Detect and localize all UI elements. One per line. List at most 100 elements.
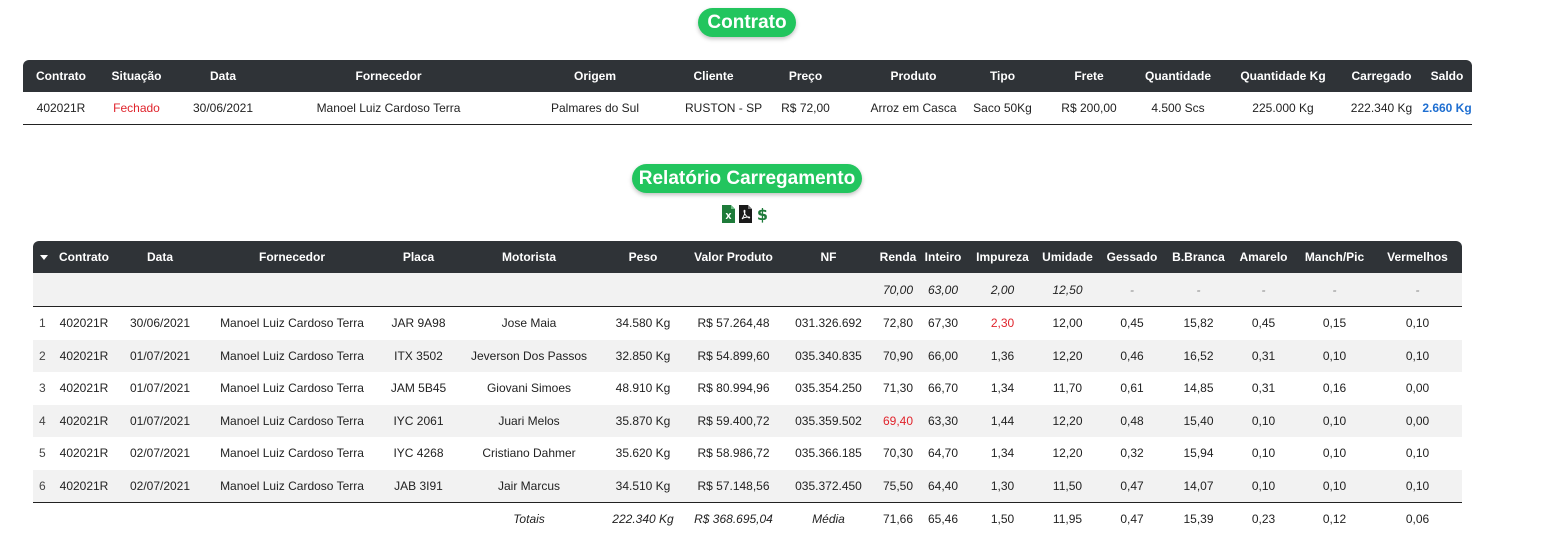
cell-saldo: 2.660 Kg xyxy=(1422,92,1472,125)
ref-vermelhos: - xyxy=(1373,273,1462,307)
cell-motorista: Juari Melos xyxy=(460,404,598,437)
table-row[interactable]: 4 402021R 01/07/2021 Manoel Luiz Cardoso Te… xyxy=(33,404,1462,437)
cell-gessado: 0,32 xyxy=(1120,446,1144,461)
cell-nf: 035.354.250 xyxy=(795,381,862,396)
cell-impureza: 2,30 xyxy=(990,316,1015,331)
col-amarelo[interactable]: Amarelo xyxy=(1231,241,1296,273)
row-index: 2 xyxy=(33,339,55,372)
cell-contrato: 402021R xyxy=(55,339,113,372)
status-badge: Fechado xyxy=(99,92,174,125)
col-tipo: Tipo xyxy=(958,60,1047,92)
cell-gessado: 0,61 xyxy=(1120,381,1144,396)
media-label: Média xyxy=(812,511,845,526)
cell-inteiro: 64,40 xyxy=(918,469,968,503)
cell-contrato: 402021R xyxy=(59,381,109,396)
col-produto: Produto xyxy=(869,60,958,92)
contract-title: Contrato xyxy=(698,8,796,37)
cell-preco: R$ 72,00 xyxy=(742,92,869,125)
cell-quantidade-kg: 225.000 Kg xyxy=(1225,92,1341,125)
col-inteiro[interactable]: Inteiro xyxy=(918,241,968,273)
contract-row: 402021R Fechado 30/06/2021 Manoel Luiz C… xyxy=(23,92,1472,125)
cell-tipo: Saco 50Kg xyxy=(958,92,1047,125)
cell-impureza: 1,34 xyxy=(990,381,1015,396)
cell-data: 01/07/2021 xyxy=(113,339,207,372)
col-umidade[interactable]: Umidade xyxy=(1037,241,1098,273)
reference-row: 70,00 63,00 2,00 12,50 - - - - - xyxy=(33,273,1462,307)
cell-contrato: 402021R xyxy=(55,404,113,437)
pdf-icon[interactable] xyxy=(739,205,752,223)
avg-amarelo: 0,23 xyxy=(1251,511,1276,526)
col-peso[interactable]: Peso xyxy=(598,241,688,273)
col-fornecedor[interactable]: Fornecedor xyxy=(207,241,377,273)
col-situacao: Situação xyxy=(99,60,174,92)
col-gessado[interactable]: Gessado xyxy=(1098,241,1166,273)
col-valor-produto[interactable]: Valor Produto xyxy=(688,241,779,273)
cell-nf: 035.366.185 xyxy=(795,446,862,461)
cell-renda: 70,30 xyxy=(882,446,914,461)
avg-gessado: 0,47 xyxy=(1120,511,1144,526)
cell-inteiro: 67,30 xyxy=(927,316,959,331)
col-contrato[interactable]: Contrato xyxy=(55,241,113,273)
cell-renda: 69,40 xyxy=(878,404,918,437)
cell-renda: 72,80 xyxy=(882,316,914,331)
cell-peso: 35.870 Kg xyxy=(598,404,688,437)
ref-manchpic: - xyxy=(1296,273,1373,307)
cell-manchpic: 0,10 xyxy=(1322,446,1347,461)
cell-valor: R$ 57.264,48 xyxy=(697,316,770,331)
cell-frete: R$ 200,00 xyxy=(1047,92,1131,125)
cell-amarelo: 0,31 xyxy=(1251,381,1276,396)
col-bbranca[interactable]: B.Branca xyxy=(1166,241,1231,273)
excel-icon[interactable]: X xyxy=(722,205,735,223)
totals-label: Totais xyxy=(513,511,545,526)
cell-motorista: Jeverson Dos Passos xyxy=(460,339,598,372)
cell-gessado: 0,45 xyxy=(1120,316,1144,331)
cell-nf: 035.359.502 xyxy=(779,404,878,437)
col-impureza[interactable]: Impureza xyxy=(968,241,1037,273)
cell-motorista: Cristiano Dahmer xyxy=(482,446,576,461)
dollar-icon[interactable]: $ xyxy=(756,205,769,224)
col-renda[interactable]: Renda xyxy=(878,241,918,273)
sort-toggle[interactable] xyxy=(33,241,55,273)
cell-peso: 32.850 Kg xyxy=(598,339,688,372)
cell-impureza: 1,34 xyxy=(990,446,1015,461)
cell-renda: 75,50 xyxy=(878,469,918,503)
avg-impureza: 1,50 xyxy=(990,511,1015,526)
col-data[interactable]: Data xyxy=(113,241,207,273)
col-manchpic[interactable]: Manch/Pic xyxy=(1296,241,1373,273)
cell-fornecedor: Manoel Luiz Cardoso Terra xyxy=(207,469,377,503)
col-nf[interactable]: NF xyxy=(779,241,878,273)
total-peso: 222.340 Kg xyxy=(612,511,674,526)
cell-inteiro: 63,30 xyxy=(918,404,968,437)
ref-inteiro: 63,00 xyxy=(918,273,968,307)
table-row[interactable]: 2 402021R 01/07/2021 Manoel Luiz Cardoso Te… xyxy=(33,339,1462,372)
cell-bbranca: 14,07 xyxy=(1166,469,1231,503)
cell-data: 01/07/2021 xyxy=(129,381,191,396)
cell-renda: 71,30 xyxy=(882,381,914,396)
avg-vermelhos: 0,06 xyxy=(1405,511,1430,526)
cell-nf: 035.372.450 xyxy=(779,469,878,503)
table-row[interactable]: 1 402021R 30/06/2021 Manoel Luiz Cardoso Te… xyxy=(33,307,1462,340)
cell-fornecedor: Manoel Luiz Cardoso Terra xyxy=(207,404,377,437)
cell-manchpic: 0,10 xyxy=(1296,404,1373,437)
table-row[interactable]: 6 402021R 02/07/2021 Manoel Luiz Cardoso Te… xyxy=(33,469,1462,503)
cell-bbranca: 16,52 xyxy=(1166,339,1231,372)
table-row[interactable]: 3 402021R 01/07/2021 Manoel Luiz Cardoso Te… xyxy=(33,372,1462,405)
col-motorista[interactable]: Motorista xyxy=(460,241,598,273)
svg-text:$: $ xyxy=(757,205,768,223)
col-placa[interactable]: Placa xyxy=(377,241,460,273)
cell-produto: Arroz em Casca xyxy=(869,92,958,125)
cell-data: 02/07/2021 xyxy=(113,469,207,503)
row-index: 3 xyxy=(39,381,46,396)
cell-umidade: 11,50 xyxy=(1037,469,1098,503)
caret-down-icon xyxy=(40,255,48,261)
cell-contrato: 402021R xyxy=(55,469,113,503)
cell-contrato: 402021R xyxy=(59,316,109,331)
ref-umidade: 12,50 xyxy=(1037,273,1098,307)
col-vermelhos[interactable]: Vermelhos xyxy=(1373,241,1462,273)
cell-peso: 48.910 Kg xyxy=(615,381,671,396)
cell-gessado: 0,48 xyxy=(1098,404,1166,437)
ref-bbranca: - xyxy=(1166,273,1231,307)
col-frete: Frete xyxy=(1047,60,1131,92)
table-row[interactable]: 5 402021R 02/07/2021 Manoel Luiz Cardoso Te… xyxy=(33,437,1462,470)
cell-gessado: 0,47 xyxy=(1098,469,1166,503)
